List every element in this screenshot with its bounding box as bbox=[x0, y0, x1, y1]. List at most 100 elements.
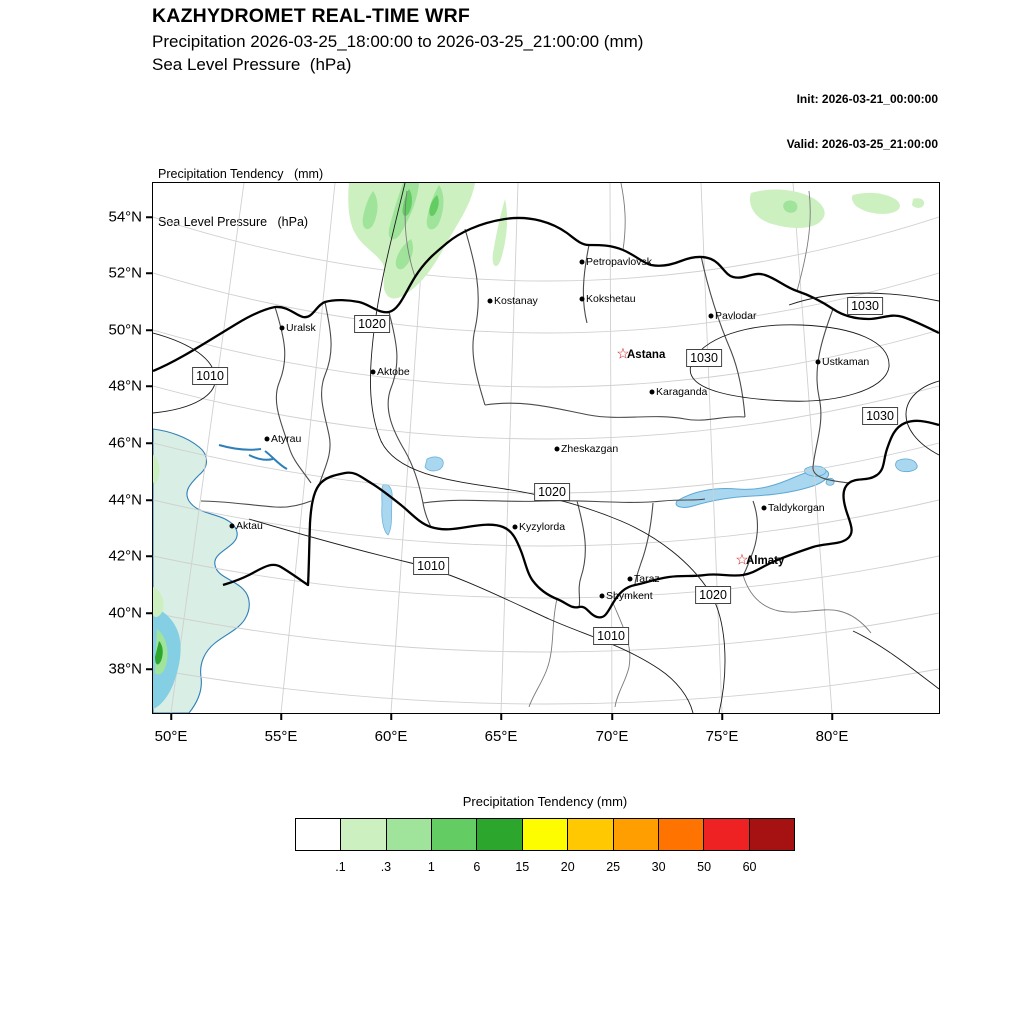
lake-zaysan bbox=[895, 458, 918, 473]
legend-colorbar bbox=[295, 818, 795, 851]
legend-color-cell bbox=[749, 819, 794, 850]
legend-tick-label: 25 bbox=[606, 860, 621, 874]
capital-star-icon: ☆ bbox=[616, 345, 630, 363]
city-label: Pavlodar bbox=[715, 310, 757, 322]
kazakhstan-border-north bbox=[153, 216, 939, 373]
legend-color-cell bbox=[386, 819, 433, 850]
legend-color-cell bbox=[477, 819, 523, 850]
lat-axis-label: 48°N bbox=[108, 377, 142, 395]
contour-1030-high bbox=[689, 324, 890, 402]
city-dot-icon bbox=[649, 389, 655, 395]
kyrgyz-uzbek-borders bbox=[528, 574, 872, 708]
legend-color-cell bbox=[432, 819, 478, 850]
capital-star-icon: ☆ bbox=[735, 551, 749, 569]
city-dot-icon bbox=[761, 505, 767, 511]
legend-tick-label: 20 bbox=[560, 860, 575, 874]
graticule bbox=[153, 183, 939, 713]
pressure-contour-label: 1030 bbox=[686, 349, 722, 367]
pressure-contour-label: 1020 bbox=[354, 315, 390, 333]
lat-tickmark bbox=[146, 272, 153, 274]
legend-tick-label: 6 bbox=[473, 860, 481, 874]
lon-axis-label: 80°E bbox=[815, 728, 849, 745]
legend-color-cell bbox=[341, 819, 387, 850]
lon-axis-label: 55°E bbox=[264, 728, 298, 745]
russia-internal-border bbox=[404, 183, 811, 292]
lat-tickmark bbox=[146, 216, 153, 218]
city-dot-icon bbox=[708, 313, 714, 319]
legend: Precipitation Tendency (mm) .1 .3 1 6 15 20 25… bbox=[295, 794, 795, 874]
legend-tick-label: 50 bbox=[697, 860, 712, 874]
lon-axis-label: 70°E bbox=[595, 728, 629, 745]
map-canvas: 54°N 52°N 50°N 48°N 46°N 44°N 42°N 40°N 38°N 50°E… bbox=[108, 182, 940, 745]
pressure-contour-label: 1010 bbox=[192, 367, 228, 385]
lat-tickmark bbox=[146, 385, 153, 387]
city-label: Kostanay bbox=[494, 295, 538, 307]
small-lake bbox=[424, 456, 444, 472]
oblast-borders bbox=[200, 228, 850, 608]
legend-color-cell bbox=[296, 819, 342, 850]
lat-tickmark bbox=[146, 499, 153, 501]
contour-1030-east bbox=[905, 380, 939, 456]
alakol-lakes bbox=[804, 465, 835, 486]
legend-tick-label: 15 bbox=[515, 860, 530, 874]
meridians bbox=[170, 183, 833, 713]
init-valid-block: Init: 2026-03-21_00:00:00 Valid: 2026-03… bbox=[787, 62, 938, 182]
city-label: Aktobe bbox=[377, 366, 410, 378]
city-dot-icon bbox=[229, 523, 235, 529]
lat-tickmark bbox=[146, 329, 153, 331]
lat-tickmark bbox=[146, 612, 153, 614]
precipitation-shading bbox=[153, 183, 925, 709]
lon-tickmark bbox=[280, 713, 282, 720]
pressure-contour-label: 1020 bbox=[695, 586, 731, 604]
precip-north-heavy bbox=[402, 189, 439, 217]
oblast-border-lines bbox=[200, 228, 850, 608]
lat-tickmark bbox=[146, 442, 153, 444]
contour-southeast bbox=[852, 630, 939, 690]
city-label: Ustkaman bbox=[822, 356, 870, 368]
precip-northeast-medium bbox=[783, 200, 798, 213]
lat-axis-label: 50°N bbox=[108, 321, 142, 339]
city-label: Astana bbox=[627, 349, 666, 361]
city-dot-icon bbox=[627, 576, 633, 582]
precip-southwest-heavy bbox=[155, 641, 163, 665]
lon-tickmark bbox=[721, 713, 723, 720]
precip-north-medium bbox=[362, 183, 444, 270]
lat-axis-label: 46°N bbox=[108, 434, 142, 452]
lon-axis-label: 60°E bbox=[374, 728, 408, 745]
legend-tick-label: 30 bbox=[651, 860, 666, 874]
city-label: Zheskazgan bbox=[561, 443, 619, 455]
pressure-contours bbox=[153, 183, 939, 713]
lat-axis-label: 42°N bbox=[108, 547, 142, 565]
city-label: Aktau bbox=[236, 520, 263, 532]
field-key-precip: Precipitation Tendency (mm) bbox=[158, 167, 324, 181]
lat-axis-label: 52°N bbox=[108, 264, 142, 282]
pressure-contour-label: 1010 bbox=[593, 627, 629, 645]
lon-tickmark bbox=[170, 713, 172, 720]
city-label: Taldykorgan bbox=[768, 502, 825, 514]
legend-tick-label: 60 bbox=[742, 860, 757, 874]
city-dot-icon bbox=[554, 446, 560, 452]
city-label: Atyrau bbox=[271, 433, 302, 445]
legend-color-cell bbox=[658, 819, 705, 850]
lon-tickmark bbox=[831, 713, 833, 720]
valid-time: Valid: 2026-03-25_21:00:00 bbox=[786, 137, 938, 151]
parallels bbox=[153, 216, 939, 705]
legend-color-cell bbox=[704, 819, 750, 850]
lat-axis-label: 38°N bbox=[108, 660, 142, 678]
init-time: Init: 2026-03-21_00:00:00 bbox=[796, 92, 938, 106]
kazakhstan-border-south bbox=[222, 419, 939, 619]
city-dot-icon bbox=[579, 259, 585, 265]
precip-streak-east bbox=[492, 199, 508, 267]
lat-tickmark bbox=[146, 668, 153, 670]
city-label: Shymkent bbox=[606, 590, 653, 602]
legend-tick-label: 1 bbox=[427, 860, 435, 874]
lat-axis-label: 54°N bbox=[108, 208, 142, 226]
city-label: Petropavlovsk bbox=[586, 256, 652, 268]
lon-tickmark bbox=[500, 713, 502, 720]
lon-tickmark bbox=[611, 713, 613, 720]
lat-axis-label: 40°N bbox=[108, 604, 142, 622]
city-label: Taraz bbox=[634, 573, 660, 585]
city-dot-icon bbox=[370, 369, 376, 375]
country-border bbox=[153, 216, 939, 619]
city-dot-icon bbox=[815, 359, 821, 365]
